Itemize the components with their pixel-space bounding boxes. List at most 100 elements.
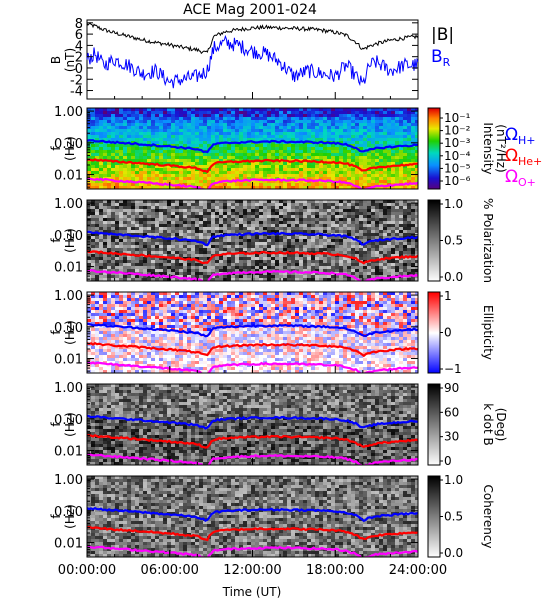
freq-tick-label: 1.00: [54, 473, 83, 488]
x-tick-label: 24:00:00: [389, 563, 447, 578]
polarization-colorbar: 1.0 0.5 0.0 % Polarization: [427, 197, 495, 284]
kdotb-colorbar-label: k dot B: [481, 403, 495, 445]
b-field-series: [86, 21, 419, 89]
series-line-b-magnitude: [86, 21, 419, 55]
colorbar-tick-label: 0: [444, 326, 452, 340]
figure-title: ACE Mag 2001-024: [183, 2, 317, 18]
x-axis-ticks: 00:00:00 06:00:00 12:00:00 18:00:00 24:00:00: [58, 92, 447, 578]
gyro-line-oplus: [87, 361, 418, 373]
coherency-colorbar-label: Coherency: [481, 484, 495, 548]
b-field-plot-area: [86, 19, 419, 100]
gyro-line-oplus: [87, 545, 418, 557]
colorbar-tick-label: 0.0: [444, 270, 463, 284]
intensity-colorbar-label: Intensity: [481, 122, 495, 174]
x-tick-label: 06:00:00: [141, 563, 199, 578]
intensity-colorbar: 10⁻¹10⁻²10⁻³10⁻⁴10⁻⁵10⁻⁶ Intensity (nT²/Hz…: [427, 107, 508, 190]
legend-gyro-hplus: ΩH+: [505, 125, 536, 147]
colorbar-tick-label: 10⁻³: [444, 136, 471, 150]
gyro-line-heplus: [87, 525, 418, 542]
freq-tick-label: 0.01: [54, 353, 83, 368]
freq-tick-label: 0.01: [54, 537, 83, 552]
freq-tick-label: 1.00: [54, 197, 83, 212]
panel-ylabel: f: [49, 422, 63, 427]
freq-tick-label: 1.00: [54, 289, 83, 304]
gyro-line-heplus: [87, 249, 418, 265]
b-tick-label: -4: [70, 85, 83, 100]
panel-yunit: (Hz): [63, 228, 77, 253]
ellipticity-colorbar: 1 0 −1 Ellipticity: [427, 289, 495, 376]
gyro-frequency-legend: ΩH+ΩHe+ΩO+: [505, 125, 542, 189]
legend-gyro-heplus: ΩHe+: [505, 146, 542, 168]
gyro-line-heplus: [87, 158, 418, 174]
polarization-colorbar-label: % Polarization: [481, 198, 495, 283]
panel-polarization: 1.00 0.10 0.01 f (Hz) 1.0 0.5 0.0 % Polarization: [49, 197, 495, 284]
gyro-line-hplus: [87, 414, 418, 430]
panel-ylabel: f: [49, 330, 63, 335]
gyro-line-hplus: [87, 506, 418, 523]
colorbar-tick-label: 1.0: [444, 473, 463, 487]
gyro-line-oplus: [87, 452, 418, 465]
colorbar-tick-label: 0.5: [444, 234, 463, 248]
b-tick-label: 8: [75, 17, 83, 32]
freq-tick-label: 1.00: [54, 105, 83, 120]
gyro-line-oplus: [87, 177, 418, 189]
freq-tick-label: 0.10: [54, 413, 83, 428]
colorbar-tick-label: 10⁻⁶: [444, 174, 471, 188]
panel-intensity: 1.00 0.10 0.01 f (Hz) 10⁻¹10⁻²10⁻³10⁻⁴10⁻⁵10⁻…: [49, 105, 508, 190]
legend-b-magnitude: |B|: [431, 25, 454, 45]
gyro-line-oplus: [87, 268, 418, 281]
x-tick-label: 18:00:00: [306, 563, 364, 578]
series-line-b-radial: [86, 34, 419, 89]
freq-tick-label: 0.10: [54, 321, 83, 336]
gyro-line-heplus: [87, 433, 418, 449]
freq-tick-label: 0.10: [54, 229, 83, 244]
freq-tick-label: 1.00: [54, 381, 83, 396]
kdotb-spectrogram: [87, 384, 418, 465]
b-tick-label: 2: [75, 51, 83, 66]
panel-yunit: (Hz): [63, 136, 77, 161]
colorbar-tick-label: 30: [444, 430, 459, 444]
colorbar-tick-label: 10⁻⁵: [444, 161, 471, 175]
colorbar-tick-label: 0: [444, 454, 452, 468]
colorbar-tick-label: 10⁻⁴: [444, 149, 471, 163]
spectrogram-panels: 1.000.100.01f (Hz)10⁻¹10⁻²10⁻³10⁻⁴10⁻⁵10⁻…: [49, 105, 508, 560]
intensity-colorbar-unit: (nT²/Hz): [494, 124, 508, 172]
panel-kdotb: 1.00 0.10 0.01 f (Hz) 90 60 30 0 k dot B (Deg): [49, 381, 508, 468]
colorbar-tick-label: 1: [444, 289, 452, 303]
b-tick-label: 0: [75, 62, 83, 77]
gyro-line-hplus: [87, 322, 418, 338]
colorbar-tick-label: 10⁻²: [444, 124, 471, 138]
colorbar-tick-label: 90: [444, 381, 459, 395]
panel-yunit: (Hz): [63, 320, 77, 345]
panel-ellipticity: 1.00 0.10 0.01 f (Hz) 1 0 −1 Ellipticity: [49, 289, 495, 376]
kdotb-colorbar: 90 60 30 0 k dot B (Deg): [427, 381, 508, 468]
colorbar-tick-label: 1.0: [444, 197, 463, 211]
freq-tick-label: 0.01: [54, 445, 83, 460]
freq-tick-label: 0.10: [54, 137, 83, 152]
gyro-line-heplus: [87, 341, 418, 358]
ellipticity-colorbar-label: Ellipticity: [481, 305, 495, 360]
gyro-line-hplus: [87, 139, 418, 154]
panel-ylabel: f: [49, 146, 63, 151]
colorbar-tick-label: 10⁻¹: [444, 111, 471, 125]
b-tick-label: 4: [75, 39, 83, 54]
legend-b-radial: BR: [431, 47, 451, 69]
panel-coherency: 1.00 0.10 0.01 f (Hz) 1.0 0.5 0.0 Coherency: [49, 473, 495, 560]
ellipticity-spectrogram: [87, 292, 418, 373]
panel-yunit: (Hz): [63, 504, 77, 529]
colorbar-tick-label: 0.5: [444, 510, 463, 524]
gyro-line-hplus: [87, 230, 418, 247]
coherency-colorbar: 1.0 0.5 0.0 Coherency: [427, 473, 495, 560]
b-tick-label: -2: [70, 73, 83, 88]
b-field-yunit: (nT): [63, 48, 77, 72]
panel-yunit: (Hz): [63, 412, 77, 437]
b-tick-label: 6: [75, 28, 83, 43]
colorbar-tick-label: 0.0: [444, 546, 463, 560]
kdotb-colorbar-unit: (Deg): [494, 408, 508, 442]
x-tick-label: 00:00:00: [58, 563, 116, 578]
freq-tick-label: 0.01: [54, 261, 83, 276]
colorbar-tick-label: 60: [444, 405, 459, 419]
